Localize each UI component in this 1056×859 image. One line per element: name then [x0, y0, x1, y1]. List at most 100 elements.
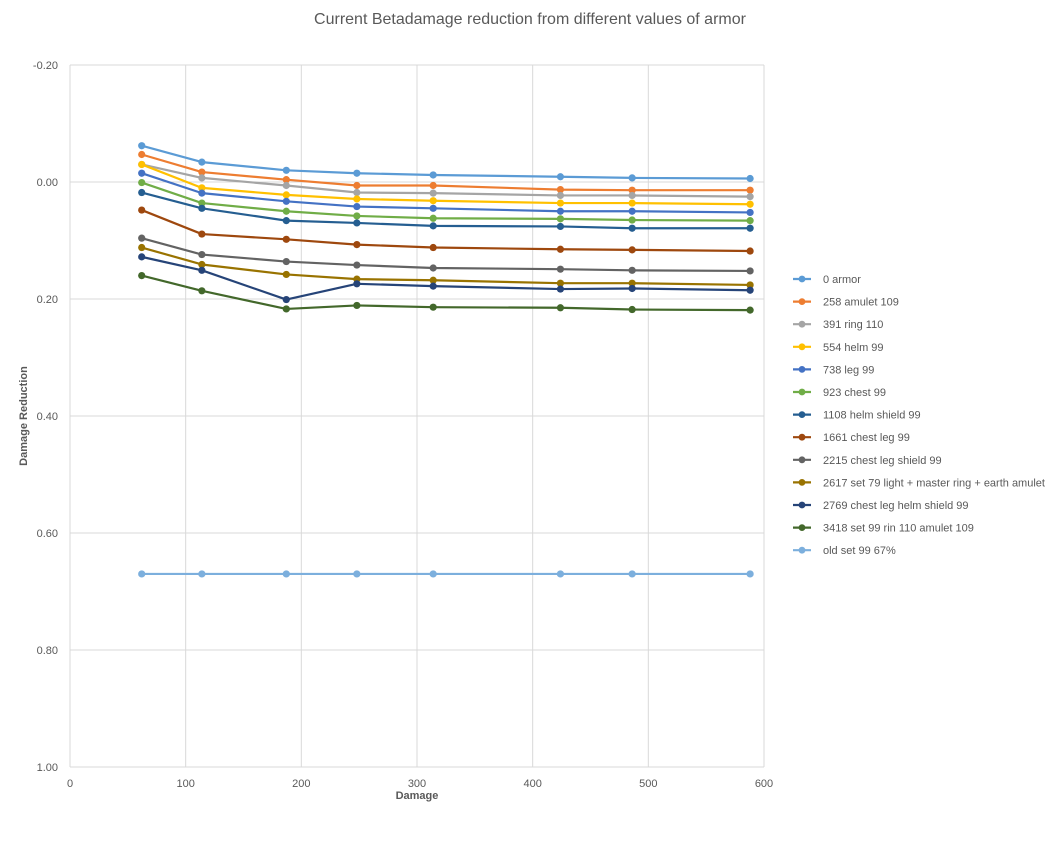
- legend-item: 3418 set 99 rin 110 amulet 109: [793, 523, 974, 535]
- data-point: [556, 570, 565, 578]
- legend-label: 1661 chest leg 99: [823, 432, 910, 444]
- data-point: [628, 570, 636, 578]
- legend-label: 2617 set 79 light + master ring + earth …: [823, 477, 1045, 489]
- data-point: [556, 245, 565, 253]
- data-point: [556, 207, 565, 215]
- x-tick-labels: 0 100 200 300 400 500 600: [67, 778, 773, 790]
- series-line: [141, 163, 751, 206]
- data-point: [198, 168, 206, 176]
- y-tick-labels: -0.20 0.00 0.20 0.40 0.60 0.80 1.00: [33, 60, 58, 774]
- legend-label: 2215 chest leg shield 99: [823, 455, 942, 467]
- legend-marker-icon: [798, 388, 806, 396]
- legend: 0 armor 258 amulet 109 391 ring 110 554 hel…: [793, 274, 1045, 557]
- x-tick-label: 0: [67, 778, 73, 790]
- data-point: [198, 158, 206, 166]
- data-point: [628, 224, 636, 232]
- data-point: [353, 212, 361, 220]
- series-6: [138, 188, 754, 232]
- data-point: [282, 295, 290, 304]
- data-point: [429, 181, 437, 190]
- data-point: [138, 243, 146, 252]
- data-point: [138, 150, 146, 159]
- legend-marker-icon: [798, 456, 806, 464]
- series-9: [138, 243, 754, 289]
- legend-item: 1661 chest leg 99: [793, 432, 910, 444]
- data-point: [429, 243, 437, 252]
- series-line: [141, 246, 751, 287]
- legend-label: old set 99 67%: [823, 545, 896, 557]
- data-point: [628, 216, 636, 224]
- legend-label: 258 amulet 109: [823, 297, 899, 309]
- y-tick-label: 0.00: [37, 177, 58, 189]
- data-point: [746, 186, 754, 194]
- legend-label: 554 helm 99: [823, 342, 884, 354]
- series-7: [138, 206, 754, 255]
- data-point: [353, 195, 361, 203]
- y-tick-label: -0.20: [33, 60, 58, 72]
- legend-item: 2215 chest leg shield 99: [793, 455, 942, 467]
- data-point: [353, 570, 361, 578]
- y-tick-label: 1.00: [37, 762, 58, 774]
- y-tick-label: 0.20: [37, 294, 58, 306]
- data-point: [746, 193, 754, 201]
- data-point: [198, 174, 206, 182]
- data-point: [138, 188, 146, 197]
- series-line: [141, 144, 751, 180]
- data-point: [198, 266, 206, 274]
- x-tick-label: 400: [523, 778, 541, 790]
- data-point: [198, 189, 206, 197]
- data-point: [746, 224, 754, 232]
- data-point: [282, 257, 290, 266]
- series-line: [141, 163, 751, 198]
- series-line: [141, 237, 751, 273]
- data-point: [429, 197, 437, 205]
- data-point: [429, 303, 437, 311]
- series-5: [138, 178, 754, 225]
- data-point: [556, 186, 565, 194]
- data-point: [746, 570, 754, 578]
- legend-marker-icon: [798, 411, 806, 418]
- data-point: [282, 191, 290, 199]
- x-tick-label: 300: [408, 778, 426, 790]
- series-group: [138, 142, 754, 578]
- data-point: [282, 235, 290, 243]
- data-point: [429, 189, 437, 197]
- data-point: [628, 279, 636, 287]
- data-point: [198, 199, 206, 207]
- legend-marker-icon: [798, 433, 806, 441]
- data-point: [282, 570, 290, 578]
- data-point: [353, 169, 361, 177]
- legend-item: 258 amulet 109: [793, 297, 899, 309]
- gridlines: [69, 64, 765, 768]
- data-point: [556, 222, 565, 231]
- series-8: [138, 234, 754, 275]
- data-point: [628, 186, 636, 194]
- data-point: [138, 142, 146, 150]
- legend-label: 923 chest 99: [823, 387, 886, 399]
- data-point: [429, 276, 437, 284]
- data-point: [556, 304, 565, 312]
- data-point: [138, 253, 146, 261]
- data-point: [353, 240, 361, 249]
- data-point: [556, 191, 565, 200]
- data-point: [746, 200, 754, 208]
- data-point: [746, 174, 754, 183]
- legend-marker-icon: [798, 343, 806, 351]
- data-point: [429, 214, 437, 222]
- legend-marker-icon: [798, 298, 806, 305]
- data-point: [353, 280, 361, 288]
- data-point: [556, 215, 565, 223]
- data-point: [556, 285, 565, 293]
- series-3: [138, 160, 754, 208]
- legend-label: 3418 set 99 rin 110 amulet 109: [823, 523, 974, 535]
- data-point: [746, 247, 754, 255]
- data-point: [628, 246, 636, 254]
- data-point: [282, 305, 290, 313]
- data-point: [138, 272, 146, 280]
- data-point: [746, 286, 754, 294]
- legend-item: 2769 chest leg helm shield 99: [793, 500, 969, 512]
- x-tick-label: 100: [176, 778, 194, 790]
- series-line: [141, 172, 751, 214]
- x-axis-label: Damage: [396, 790, 439, 802]
- data-point: [198, 184, 206, 192]
